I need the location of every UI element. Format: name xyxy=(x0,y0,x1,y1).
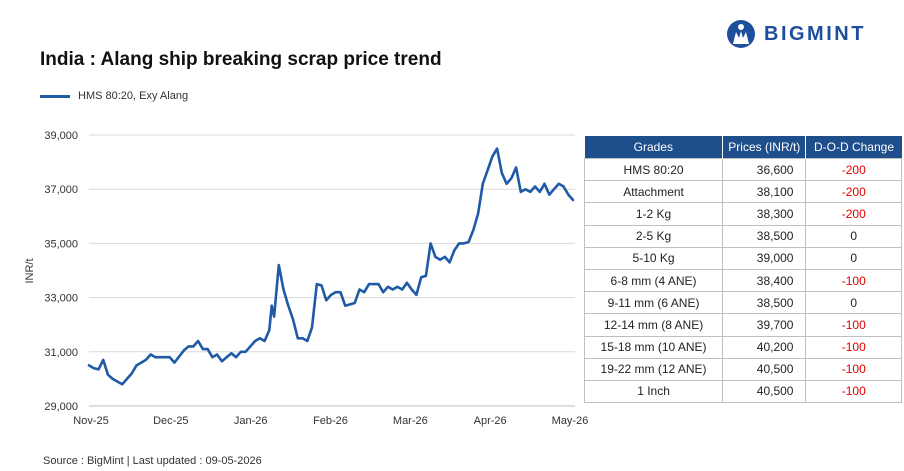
table-row: 1-2 Kg 38,300 -200 xyxy=(583,202,902,226)
series-line-hms-80-20 xyxy=(87,147,575,386)
table-row: 15-18 mm (10 ANE) 40,200 -100 xyxy=(583,335,902,359)
table-row: 1 Inch 40,500 -100 xyxy=(583,379,902,404)
price-cell: 39,700 xyxy=(722,313,807,337)
table-row: 9-11 mm (6 ANE) 38,500 0 xyxy=(583,291,902,315)
grade-cell: 1 Inch xyxy=(583,379,724,404)
x-tick-label: Apr-26 xyxy=(474,415,507,427)
change-cell: -100 xyxy=(805,313,902,337)
price-cell: 40,200 xyxy=(722,335,807,359)
change-cell: -100 xyxy=(805,335,902,359)
y-tick-label: 33,000 xyxy=(44,293,78,305)
x-tick-label: Nov-25 xyxy=(73,415,108,427)
header-grades: Grades xyxy=(584,136,724,159)
legend-label: HMS 80:20, Exy Alang xyxy=(78,90,189,102)
price-cell: 40,500 xyxy=(722,357,807,381)
header-dod-change: D-O-D Change xyxy=(805,136,902,159)
change-cell: -100 xyxy=(805,268,902,293)
header-prices: Prices (INR/t) xyxy=(722,136,807,159)
price-cell: 38,300 xyxy=(722,202,807,226)
grade-cell: 2-5 Kg xyxy=(583,224,724,248)
x-tick-label: Mar-26 xyxy=(393,415,428,427)
price-cell: 36,600 xyxy=(722,157,807,182)
chart-legend: HMS 80:20, Exy Alang xyxy=(40,90,188,102)
table-row: HMS 80:20 36,600 -200 xyxy=(583,157,902,182)
change-cell: -200 xyxy=(805,202,902,226)
legend-swatch xyxy=(40,94,70,98)
brand-name: BIGMINT xyxy=(764,22,866,45)
change-cell: 0 xyxy=(805,224,902,248)
price-cell: 38,500 xyxy=(722,224,807,248)
y-tick-label: 31,000 xyxy=(44,347,78,359)
x-tick-label: Dec-25 xyxy=(153,415,188,427)
y-tick-label: 29,000 xyxy=(44,401,78,413)
table-row: 19-22 mm (12 ANE) 40,500 -100 xyxy=(583,357,902,381)
change-cell: -100 xyxy=(805,357,902,381)
table-row: 5-10 Kg 39,000 0 xyxy=(583,246,902,270)
grade-cell: 9-11 mm (6 ANE) xyxy=(583,291,724,315)
table-row: Attachment 38,100 -200 xyxy=(583,180,902,204)
source-note: Source : BigMint | Last updated : 09-05-… xyxy=(43,455,262,467)
price-table: Grades Prices (INR/t) D-O-D Change HMS 8… xyxy=(583,136,902,404)
y-axis-title: INR/t xyxy=(24,258,36,283)
price-cell: 38,400 xyxy=(722,268,807,293)
table-row: 2-5 Kg 38,500 0 xyxy=(583,224,902,248)
change-cell: -100 xyxy=(805,379,902,404)
y-tick-label: 35,000 xyxy=(44,238,78,250)
price-cell: 38,500 xyxy=(722,291,807,315)
grade-cell: 6-8 mm (4 ANE) xyxy=(583,268,724,293)
chart-title: India : Alang ship breaking scrap price … xyxy=(40,49,442,70)
x-tick-label: Feb-26 xyxy=(313,415,348,427)
grade-cell: 1-2 Kg xyxy=(583,202,724,226)
grade-cell: 15-18 mm (10 ANE) xyxy=(583,335,724,359)
grade-cell: 12-14 mm (8 ANE) xyxy=(583,313,724,337)
x-tick-label: May-26 xyxy=(552,415,589,427)
price-cell: 38,100 xyxy=(722,180,807,204)
table-row: 12-14 mm (8 ANE) 39,700 -100 xyxy=(583,313,902,337)
change-cell: 0 xyxy=(805,291,902,315)
grade-cell: Attachment xyxy=(583,180,724,204)
y-tick-label: 39,000 xyxy=(44,130,78,142)
change-cell: -200 xyxy=(805,180,902,204)
grade-cell: HMS 80:20 xyxy=(583,157,724,182)
table-row: 6-8 mm (4 ANE) 38,400 -100 xyxy=(583,268,902,293)
grade-cell: 19-22 mm (12 ANE) xyxy=(583,357,724,381)
table-header-row: Grades Prices (INR/t) D-O-D Change xyxy=(584,136,902,159)
brand-logo: BIGMINT xyxy=(726,19,866,49)
price-cell: 40,500 xyxy=(722,379,807,404)
bigmint-logo-icon xyxy=(727,20,755,48)
change-cell: 0 xyxy=(805,246,902,270)
price-cell: 39,000 xyxy=(722,246,807,270)
change-cell: -200 xyxy=(805,157,902,182)
grade-cell: 5-10 Kg xyxy=(583,246,724,270)
y-tick-label: 37,000 xyxy=(44,184,78,196)
x-tick-label: Jan-26 xyxy=(234,415,268,427)
